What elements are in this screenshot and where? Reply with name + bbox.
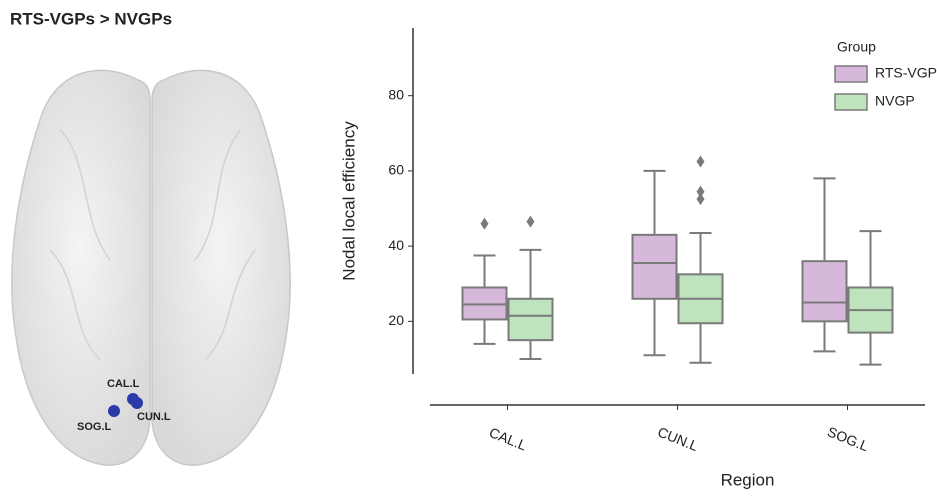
x-tick-label: CUN.L [656, 424, 701, 455]
outlier [697, 193, 705, 205]
node-label: SOG.L [77, 421, 112, 433]
node-label: CAL.L [107, 378, 140, 390]
node [131, 397, 143, 409]
y-tick-label: 80 [388, 86, 404, 102]
y-axis-label: Nodal local efficiency [339, 121, 358, 281]
y-tick-label: 40 [388, 237, 404, 253]
node [108, 405, 120, 417]
legend-label: NVGP [875, 93, 915, 109]
brain [12, 70, 290, 465]
figure: RTS-VGPs > NVGPs CAL.L CUN.L SOG.L 20 40 6… [0, 0, 937, 494]
legend-title: Group [837, 39, 876, 55]
x-tick-label: SOG.L [825, 423, 871, 454]
box-plot: 20 40 60 80 Nodal local efficiency CAL.L CUN.L… [339, 28, 937, 489]
legend-swatch [835, 66, 867, 82]
box [509, 299, 553, 340]
x-axis-label: Region [721, 470, 775, 489]
box [633, 235, 677, 299]
box [803, 261, 847, 321]
y-tick-label: 20 [388, 312, 404, 328]
outlier [527, 216, 535, 228]
legend-label: RTS-VGP [875, 65, 937, 81]
panel-title: RTS-VGPs > NVGPs [10, 9, 172, 28]
legend-swatch [835, 94, 867, 110]
x-tick-label: CAL.L [487, 424, 529, 453]
left-hemisphere [12, 70, 150, 465]
y-tick-label: 60 [388, 162, 404, 178]
outlier [481, 218, 489, 230]
right-hemisphere [152, 70, 290, 465]
outlier [697, 156, 705, 168]
node-label: CUN.L [137, 411, 171, 423]
